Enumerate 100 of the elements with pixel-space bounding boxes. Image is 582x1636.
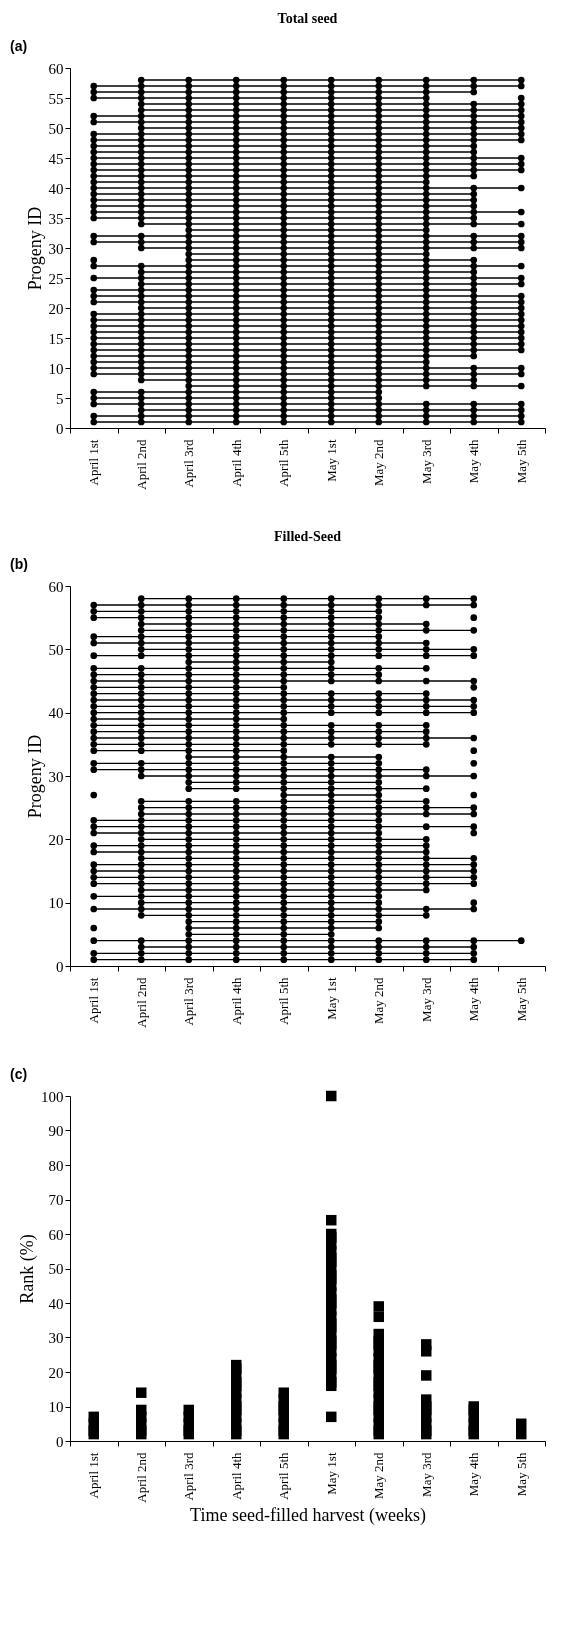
point: [185, 94, 193, 102]
point: [470, 696, 478, 704]
point: [232, 924, 240, 932]
point: [185, 658, 193, 666]
point: [375, 286, 383, 294]
point: [280, 370, 288, 378]
point: [185, 292, 193, 300]
point: [90, 274, 98, 282]
point: [422, 867, 430, 875]
y-tick-label: 15: [48, 330, 64, 347]
point: [232, 160, 240, 168]
point: [280, 791, 288, 799]
y-tick-label: 0: [56, 958, 64, 975]
point: [90, 82, 98, 90]
point: [422, 709, 430, 717]
x-tick-label: May 2nd: [371, 977, 387, 1025]
point: [375, 899, 383, 907]
point: [327, 918, 335, 926]
point: [470, 645, 478, 653]
point: [422, 310, 430, 318]
point: [375, 804, 383, 812]
point: [422, 823, 430, 831]
point: [422, 382, 430, 390]
point: [232, 639, 240, 647]
point: [232, 702, 240, 710]
point: [185, 298, 193, 306]
point: [232, 645, 240, 653]
point: [137, 709, 145, 717]
point: [375, 829, 383, 837]
point: [375, 292, 383, 300]
point: [137, 178, 145, 186]
point: [280, 759, 288, 767]
point: [327, 892, 335, 900]
point: [327, 911, 335, 919]
point: [327, 394, 335, 402]
point: [280, 166, 288, 174]
point: [327, 816, 335, 824]
point: [90, 829, 98, 837]
point: [137, 334, 145, 342]
y-tick-label: 50: [48, 641, 64, 658]
point: [280, 683, 288, 691]
point: [327, 930, 335, 938]
point: [327, 160, 335, 168]
point: [422, 274, 430, 282]
point: [375, 106, 383, 114]
point: [280, 82, 288, 90]
point: [375, 721, 383, 729]
point: [327, 702, 335, 710]
x-tick-label: May 2nd: [371, 1452, 387, 1500]
point: [185, 734, 193, 742]
point: [422, 166, 430, 174]
point: [375, 607, 383, 615]
point: [470, 190, 478, 198]
point: [327, 286, 335, 294]
point: [375, 418, 383, 426]
point: [327, 797, 335, 805]
point: [232, 94, 240, 102]
point: [185, 364, 193, 372]
point: [137, 734, 145, 742]
point: [185, 652, 193, 660]
point: [137, 880, 145, 888]
point: [280, 937, 288, 945]
point: [422, 190, 430, 198]
point: [232, 238, 240, 246]
point: [470, 734, 478, 742]
point: [327, 232, 335, 240]
point: [185, 918, 193, 926]
point: [137, 873, 145, 881]
point: [375, 816, 383, 824]
x-tick-label: May 3rd: [418, 439, 434, 484]
point: [185, 937, 193, 945]
point: [470, 412, 478, 420]
x-tick-label: May 3rd: [418, 977, 434, 1022]
point: [422, 172, 430, 180]
point: [280, 620, 288, 628]
point: [137, 943, 145, 951]
point: [470, 418, 478, 426]
point: [232, 601, 240, 609]
point: [375, 778, 383, 786]
point: [232, 696, 240, 704]
x-tick-label: April 2nd: [133, 977, 149, 1028]
point: [375, 664, 383, 672]
point: [232, 867, 240, 875]
chart-title: Filled-Seed: [274, 529, 342, 544]
point: [375, 949, 383, 957]
point: [232, 220, 240, 228]
point: [375, 208, 383, 216]
point: [90, 142, 98, 150]
point: [280, 238, 288, 246]
point: [280, 747, 288, 755]
point: [232, 797, 240, 805]
x-tick-label: April 3rd: [181, 1452, 197, 1501]
point: [327, 791, 335, 799]
point: [327, 886, 335, 894]
point: [422, 292, 430, 300]
x-tick-label: May 2nd: [371, 439, 387, 487]
point: [517, 340, 525, 348]
point: [232, 759, 240, 767]
point: [327, 956, 335, 964]
point: [327, 949, 335, 957]
